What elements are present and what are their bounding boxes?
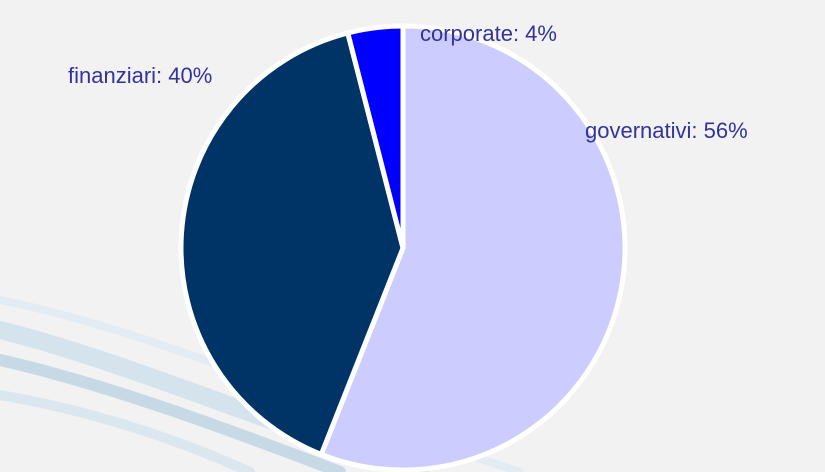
data-label: governativi: 56% [585, 118, 748, 143]
pie-slice [178, 30, 406, 457]
swoosh [0, 354, 346, 472]
pie-slice [345, 23, 406, 251]
swoosh [0, 390, 255, 472]
data-label: finanziari: 40% [68, 63, 212, 88]
data-label: corporate: 4% [420, 21, 557, 46]
pie-slice [318, 23, 628, 472]
